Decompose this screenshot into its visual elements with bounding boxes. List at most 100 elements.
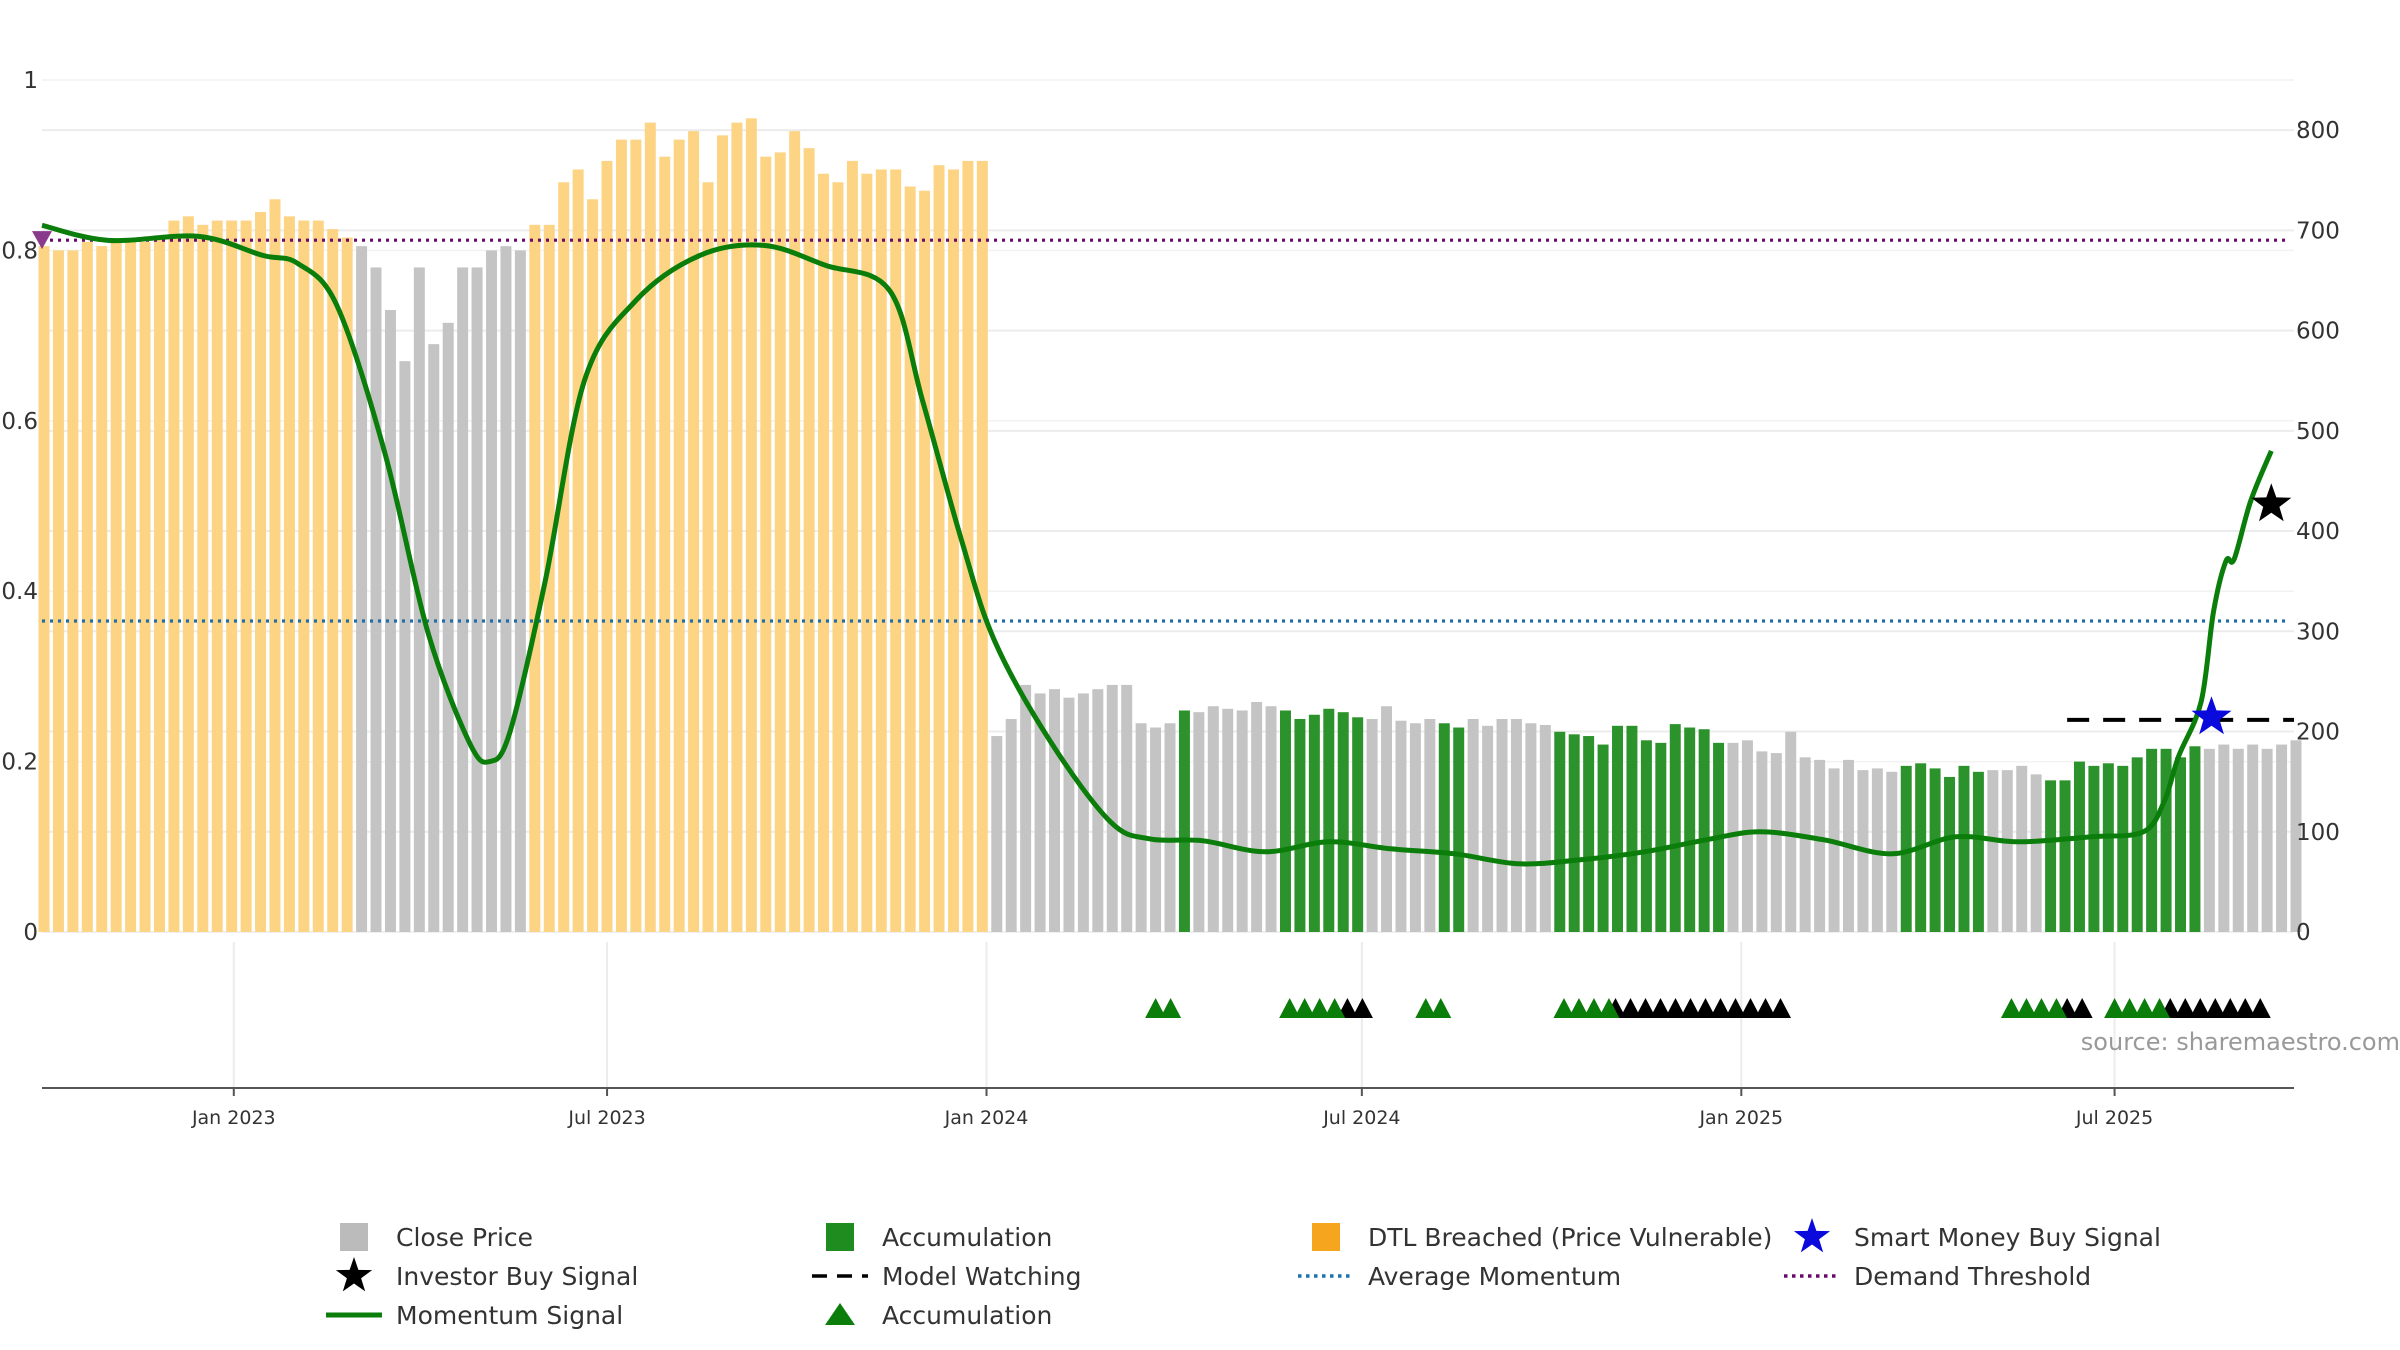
bar-accumulation-88: [1308, 714, 1320, 932]
bar-close-22: [356, 246, 368, 932]
bar-dtl-21: [341, 237, 353, 932]
investor-buy-star: [2251, 483, 2292, 522]
accumulation-triangle-black: [2219, 998, 2241, 1018]
bar-close-137: [2016, 765, 2028, 932]
accumulation-triangle-green: [2000, 998, 2022, 1018]
bar-close-120: [1770, 753, 1782, 932]
bar-close-25: [399, 361, 411, 932]
bar-dtl-13: [226, 220, 238, 932]
bar-dtl-49: [745, 118, 757, 933]
accumulation-triangle-green: [2030, 998, 2052, 1018]
accumulation-triangle-green: [1309, 998, 1331, 1018]
accumulation-triangle-black: [1710, 998, 1732, 1018]
bar-close-118: [1741, 740, 1753, 932]
bar-accumulation-145: [2131, 757, 2143, 932]
left-tick-label: 0.6: [1, 409, 38, 435]
bar-accumulation-115: [1698, 729, 1710, 932]
right-tick-label: 400: [2296, 519, 2340, 545]
bar-close-67: [1005, 719, 1017, 932]
accumulation-triangle-black: [2234, 998, 2256, 1018]
accumulation-triangle-black: [2189, 998, 2211, 1018]
bar-close-138: [2030, 774, 2042, 932]
source-text: source: sharemaestro.com: [2081, 1028, 2400, 1056]
accumulation-markers: [1145, 998, 2271, 1018]
bar-close-33: [514, 250, 526, 932]
bar-dtl-6: [125, 241, 137, 932]
bar-close-23: [370, 267, 382, 932]
bar-dtl-46: [702, 182, 714, 933]
bar-dtl-17: [283, 216, 295, 932]
bar-dtl-40: [615, 139, 627, 932]
bar-dtl-63: [947, 169, 959, 932]
bar-accumulation-114: [1684, 727, 1696, 932]
bar-dtl-41: [630, 139, 642, 932]
bar-close-154: [2261, 748, 2273, 932]
accumulation-triangle-black: [2249, 998, 2271, 1018]
bar-dtl-55: [832, 182, 844, 933]
bar-dtl-37: [572, 169, 584, 932]
bar-dtl-54: [818, 173, 830, 933]
bars-layer: [38, 118, 2302, 933]
bar-close-151: [2218, 744, 2230, 932]
bar-close-85: [1265, 706, 1277, 932]
bar-accumulation-109: [1612, 725, 1623, 932]
accumulation-triangle-black: [1650, 998, 1672, 1018]
momentum-layer: [41, 222, 2274, 867]
bar-close-104: [1539, 724, 1551, 932]
accumulation-triangle-green: [2015, 998, 2037, 1018]
bar-dtl-7: [139, 241, 151, 932]
bar-close-66: [991, 736, 1003, 932]
bar-close-99: [1467, 719, 1479, 932]
bar-accumulation-144: [2117, 765, 2129, 932]
accumulation-triangle-green: [1294, 998, 1316, 1018]
bar-accumulation-143: [2102, 763, 2114, 932]
right-tick-label: 0: [2296, 920, 2311, 946]
bar-accumulation-110: [1626, 725, 1638, 932]
x-tick-label: Jan 2023: [191, 1107, 276, 1129]
accumulation-triangle-green: [1568, 998, 1590, 1018]
bar-dtl-8: [154, 237, 165, 932]
bar-dtl-39: [601, 160, 613, 932]
bar-accumulation-107: [1583, 736, 1595, 932]
right-tick-label: 600: [2296, 319, 2340, 345]
accumulation-triangle-green: [1324, 998, 1346, 1018]
legend-label: DTL Breached (Price Vulnerable): [1368, 1223, 1772, 1252]
bar-accumulation-97: [1438, 723, 1450, 932]
bar-close-72: [1077, 693, 1089, 932]
bar-close-80: [1193, 712, 1205, 932]
bar-dtl-51: [774, 152, 786, 933]
smart-money-buy-star: [2191, 696, 2232, 735]
bar-accumulation-86: [1280, 710, 1291, 932]
bar-dtl-62: [933, 165, 945, 932]
bar-dtl-14: [240, 220, 252, 932]
right-tick-label: 800: [2296, 118, 2340, 144]
legend-label: Accumulation: [882, 1223, 1052, 1252]
legend-swatch-triangle: [825, 1303, 855, 1325]
bar-close-24: [384, 310, 396, 932]
bar-dtl-11: [197, 224, 209, 933]
x-tick-label: Jul 2024: [1322, 1107, 1400, 1129]
bar-close-70: [1049, 689, 1060, 932]
bar-close-153: [2247, 744, 2259, 932]
bar-dtl-38: [587, 199, 599, 932]
bar-close-30: [471, 267, 483, 932]
bar-close-74: [1106, 684, 1118, 932]
bar-close-92: [1366, 719, 1378, 932]
bar-close-84: [1251, 701, 1263, 932]
bar-close-95: [1409, 723, 1421, 932]
left-tick-label: 0.2: [1, 750, 38, 776]
bar-dtl-15: [255, 212, 267, 932]
bar-accumulation-98: [1453, 727, 1465, 932]
accumulation-triangle-green: [2104, 998, 2126, 1018]
bar-accumulation-141: [2073, 761, 2085, 932]
accumulation-triangle-green: [2045, 998, 2067, 1018]
bar-close-32: [500, 246, 512, 932]
bar-dtl-64: [962, 160, 974, 932]
signals-layer: [32, 231, 2292, 735]
bar-accumulation-90: [1337, 712, 1349, 932]
bar-close-152: [2232, 748, 2244, 932]
accumulation-triangle-green: [2149, 998, 2171, 1018]
bar-dtl-44: [673, 139, 685, 932]
bar-close-82: [1222, 708, 1234, 932]
legend-label: Demand Threshold: [1854, 1262, 2091, 1291]
